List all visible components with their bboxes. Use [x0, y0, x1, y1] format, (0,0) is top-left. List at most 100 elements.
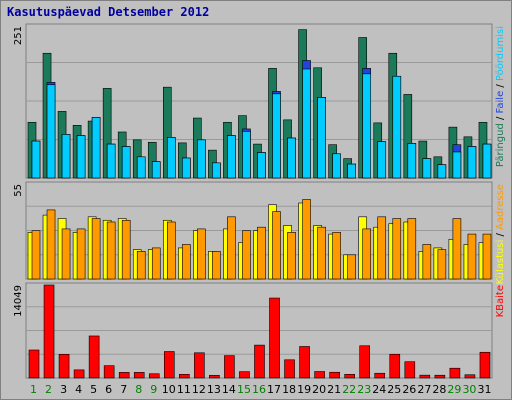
kbytes-bar: [389, 353, 401, 379]
pages-bar: [151, 161, 161, 179]
sites-bar: [467, 233, 477, 280]
x-tick-label: 11: [177, 383, 191, 396]
pages-bar: [212, 162, 221, 179]
sites-bar: [31, 230, 41, 280]
kbytes-bar: [374, 372, 386, 379]
legend-label: Külastusi / Aadresse: [495, 184, 506, 284]
pages-bar: [257, 152, 266, 179]
legend-label: Päringud / Faile / Pöördumisi: [495, 26, 506, 167]
kbytes-bar: [43, 284, 55, 379]
kbytes-bar: [269, 297, 280, 379]
sites-bar: [76, 228, 86, 280]
kbytes-bar: [148, 373, 160, 379]
x-tick-label: 30: [462, 383, 476, 396]
pages-bar: [332, 153, 341, 179]
legend-item: KBaite: [495, 285, 506, 317]
sites-bar: [136, 251, 146, 280]
pages-bar: [452, 151, 462, 179]
pages-bar: [166, 137, 176, 179]
sites-bar: [332, 232, 341, 280]
x-tick-label: 5: [90, 383, 97, 396]
x-tick-label: 26: [402, 383, 416, 396]
kbytes-bar: [88, 335, 100, 379]
sites-bar: [61, 228, 71, 280]
sites-bar: [151, 247, 161, 280]
pages-bar: [91, 117, 101, 179]
kbytes-bar: [419, 374, 431, 379]
x-tick-label: 21: [327, 383, 341, 396]
kbytes-bar: [284, 359, 295, 379]
kbytes-bar: [194, 352, 205, 379]
pages-bar: [422, 158, 432, 179]
pages-bar: [302, 68, 311, 179]
chart-title: Kasutuspäevad Detsember 2012: [7, 5, 210, 19]
sites-bar: [482, 233, 492, 280]
legend-item: Aadresse: [495, 184, 506, 230]
legend-item: Külastusi: [495, 240, 506, 285]
x-tick-label: 10: [162, 383, 176, 396]
kbytes-bar: [239, 371, 250, 379]
pages-bar: [377, 141, 387, 179]
sites-bar: [46, 209, 56, 280]
x-tick-label: 7: [120, 383, 127, 396]
kbytes-bar: [329, 371, 340, 379]
kbytes-bar: [179, 373, 190, 379]
kbytes-bar: [299, 346, 310, 379]
sites-bar: [272, 211, 281, 280]
kbytes-bar: [479, 351, 491, 379]
y-max-tick-label: 55: [13, 184, 24, 197]
pages-bar: [482, 143, 492, 179]
x-tick-label: 16: [252, 383, 266, 396]
pages-bar: [227, 135, 236, 179]
pages-bar: [106, 143, 116, 179]
kbytes-bar: [344, 373, 355, 379]
sites-bar: [377, 216, 387, 280]
x-tick-label: 23: [357, 383, 371, 396]
legend-item: Pöördumisi: [495, 26, 506, 81]
pages-bar: [437, 164, 447, 179]
x-tick-label: 2: [45, 383, 52, 396]
sites-bar: [317, 226, 326, 280]
x-tick-label: 3: [60, 383, 67, 396]
x-tick-label: 19: [297, 383, 311, 396]
pages-bar: [182, 157, 191, 179]
sites-bar: [347, 254, 356, 280]
pages-bar: [242, 131, 251, 179]
pages-bar: [362, 73, 372, 179]
sites-bar: [197, 228, 206, 280]
pages-bar: [392, 75, 402, 179]
x-tick-label: 6: [105, 383, 112, 396]
kbytes-bar: [314, 371, 325, 379]
pages-bar: [347, 163, 356, 179]
sites-bar: [91, 218, 101, 280]
legend-separator: /: [495, 113, 506, 123]
sites-bar: [121, 219, 131, 280]
legend-item: Faile: [495, 91, 506, 114]
sites-bar: [452, 218, 462, 280]
x-tick-label: 29: [447, 383, 461, 396]
kbytes-bar: [28, 349, 40, 379]
x-tick-label: 31: [477, 383, 491, 396]
pages-bar: [46, 84, 56, 179]
kbytes-bar: [434, 374, 446, 379]
pages-bar: [136, 156, 146, 179]
sites-bar: [362, 228, 372, 280]
sites-bar: [257, 226, 266, 280]
kbytes-bar: [103, 365, 115, 379]
pages-bar: [31, 140, 41, 179]
y-max-tick-label: 251: [13, 26, 24, 45]
kbytes-bar: [118, 372, 130, 379]
pages-bar: [61, 134, 71, 179]
x-tick-label: 28: [432, 383, 446, 396]
sites-bar: [392, 218, 402, 280]
x-tick-label: 9: [150, 383, 157, 396]
x-tick-label: 8: [135, 383, 142, 396]
pages-bar: [76, 135, 86, 179]
sites-bar: [182, 244, 191, 280]
legend-separator: /: [495, 230, 506, 240]
kbytes-bar: [449, 367, 461, 379]
x-tick-label: 20: [312, 383, 326, 396]
x-tick-label: 4: [75, 383, 82, 396]
